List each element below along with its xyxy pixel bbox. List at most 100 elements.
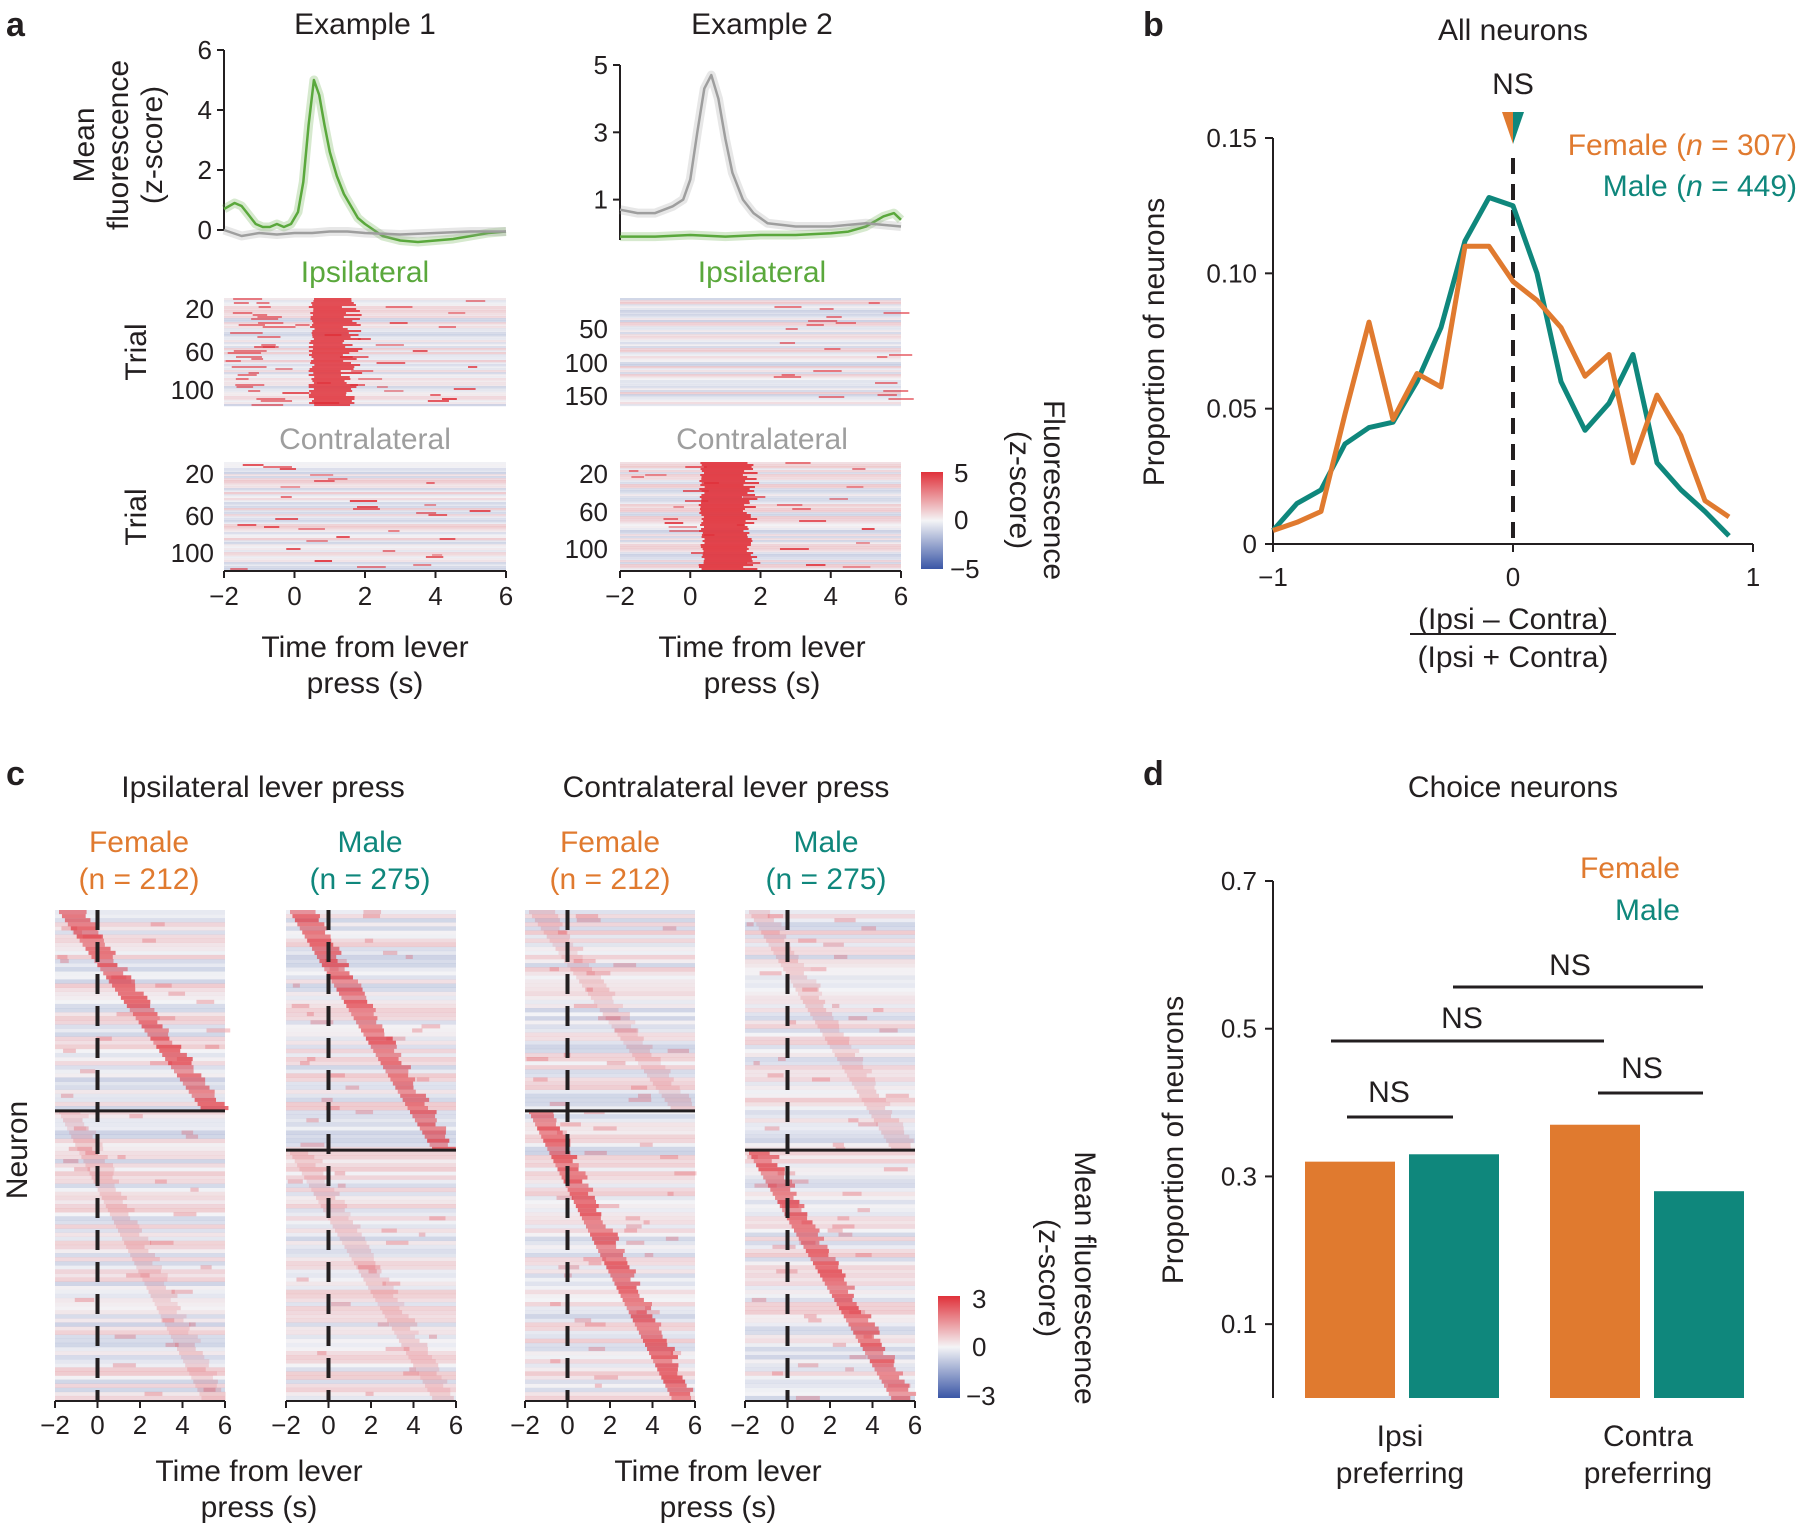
heatmap-activity [331, 1302, 351, 1307]
heatmap-activity [233, 298, 263, 300]
heatmap-row [525, 1057, 695, 1062]
heatmap-activity [543, 1138, 571, 1143]
heatmap-activity [891, 1395, 911, 1400]
female-median-marker [1502, 112, 1513, 144]
heatmap-activity [363, 1032, 385, 1037]
heatmap-activity [620, 1036, 644, 1041]
heatmap-activity [852, 468, 866, 470]
heatmap-row [286, 1220, 456, 1224]
heatmap-row [55, 1371, 225, 1376]
heatmap-row [620, 404, 901, 407]
heatmap-activity [378, 1057, 399, 1062]
heatmap-row [286, 1375, 456, 1380]
heatmap-activity [813, 370, 842, 372]
heatmap-activity [833, 954, 848, 959]
heatmap-activity [653, 1359, 673, 1364]
heatmap-row [224, 568, 506, 571]
heatmap-row [55, 1359, 225, 1364]
heatmap-row [224, 390, 506, 393]
d-cat-ipsi-line2: preferring [1336, 1457, 1464, 1490]
heatmap-activity [310, 326, 343, 328]
heatmap-activity [642, 1338, 667, 1343]
heatmap-row [224, 554, 506, 557]
colorbar-tick-min: −5 [950, 554, 980, 584]
tick-20: 20 [185, 459, 214, 489]
heatmap-row [525, 1322, 695, 1327]
heatmap-activity [746, 922, 754, 927]
heatmap-activity [406, 1351, 428, 1356]
heatmap-row [620, 528, 901, 531]
heatmap-row [745, 1118, 915, 1123]
heatmap-activity [790, 979, 817, 984]
heatmap-row [525, 910, 695, 915]
heatmap-row [55, 963, 225, 968]
heatmap-row [55, 954, 225, 960]
heatmap-a1-ipsi [224, 298, 506, 407]
heatmap-activity [324, 967, 345, 972]
heatmap-activity [200, 1265, 212, 1270]
heatmap-row [745, 1253, 915, 1258]
heatmap-activity [158, 1310, 177, 1315]
panel-label-c: c [6, 755, 25, 793]
heatmap-activity [413, 1363, 439, 1368]
x-tick-label: 6 [499, 581, 513, 611]
heatmap-activity [375, 1297, 398, 1302]
colorbar-tick-max: 5 [954, 458, 968, 488]
heatmap-row [286, 987, 456, 992]
heatmap-activity [311, 352, 350, 354]
heatmap-cells [224, 464, 506, 571]
heatmap-activity [756, 922, 782, 927]
heatmap-activity [631, 1085, 648, 1090]
heatmap-row [286, 1216, 456, 1221]
heatmap-activity [881, 1130, 905, 1135]
heatmap-row [55, 1338, 225, 1344]
heatmap-activity [701, 494, 756, 496]
heatmap-activity [702, 540, 753, 542]
heatmap-row [224, 392, 506, 394]
heatmap-activity [331, 979, 358, 984]
heatmap-row [620, 464, 901, 467]
heatmap-row [525, 930, 695, 935]
heatmap-row [745, 1110, 915, 1115]
heatmap-activity [80, 1069, 96, 1074]
heatmap-row [55, 975, 225, 979]
heatmap-row [620, 380, 901, 383]
heatmap-activity [109, 1212, 129, 1217]
heatmap-activity [280, 486, 301, 488]
heatmap-activity [753, 1061, 760, 1066]
colorbar-label-line2: (z-score) [1032, 1219, 1065, 1337]
heatmap-row [286, 999, 456, 1005]
y-tick-label: 0 [1243, 529, 1257, 559]
heatmap-activity [819, 308, 834, 310]
heatmap-activity [664, 522, 684, 524]
heatmap-activity [313, 1191, 340, 1196]
heatmap-activity [469, 510, 491, 512]
heatmap-row [55, 1191, 225, 1197]
heatmap-activity [313, 388, 352, 390]
heatmap-row [620, 312, 901, 315]
heatmap-activity [698, 504, 745, 506]
heatmap-activity [310, 392, 347, 394]
heatmap-activity [655, 1363, 679, 1368]
heatmap-row [224, 544, 506, 547]
heatmap-activity [168, 991, 186, 996]
heatmap-row [745, 1240, 915, 1246]
heatmap-activity [381, 1228, 397, 1233]
heatmap-activity [805, 1003, 824, 1008]
heatmap-activity [551, 1155, 578, 1160]
heatmap-row [224, 326, 506, 329]
heatmap-activity [838, 1232, 853, 1237]
heatmap-activity [846, 1318, 869, 1323]
heatmap-activity [413, 564, 432, 566]
heatmap-activity [206, 1028, 231, 1033]
heatmap-row [286, 1195, 456, 1201]
heatmap-row [224, 514, 506, 517]
heatmap-row [55, 942, 225, 948]
d-legend-female: Female [1580, 852, 1680, 885]
male-median-marker [1513, 112, 1524, 144]
colorbar-tick-zero: 0 [954, 505, 968, 535]
heatmap-activity [646, 1073, 669, 1078]
heatmap-activity [336, 987, 363, 992]
heatmap-activity [624, 1228, 638, 1233]
heatmap-activity [871, 1114, 891, 1119]
